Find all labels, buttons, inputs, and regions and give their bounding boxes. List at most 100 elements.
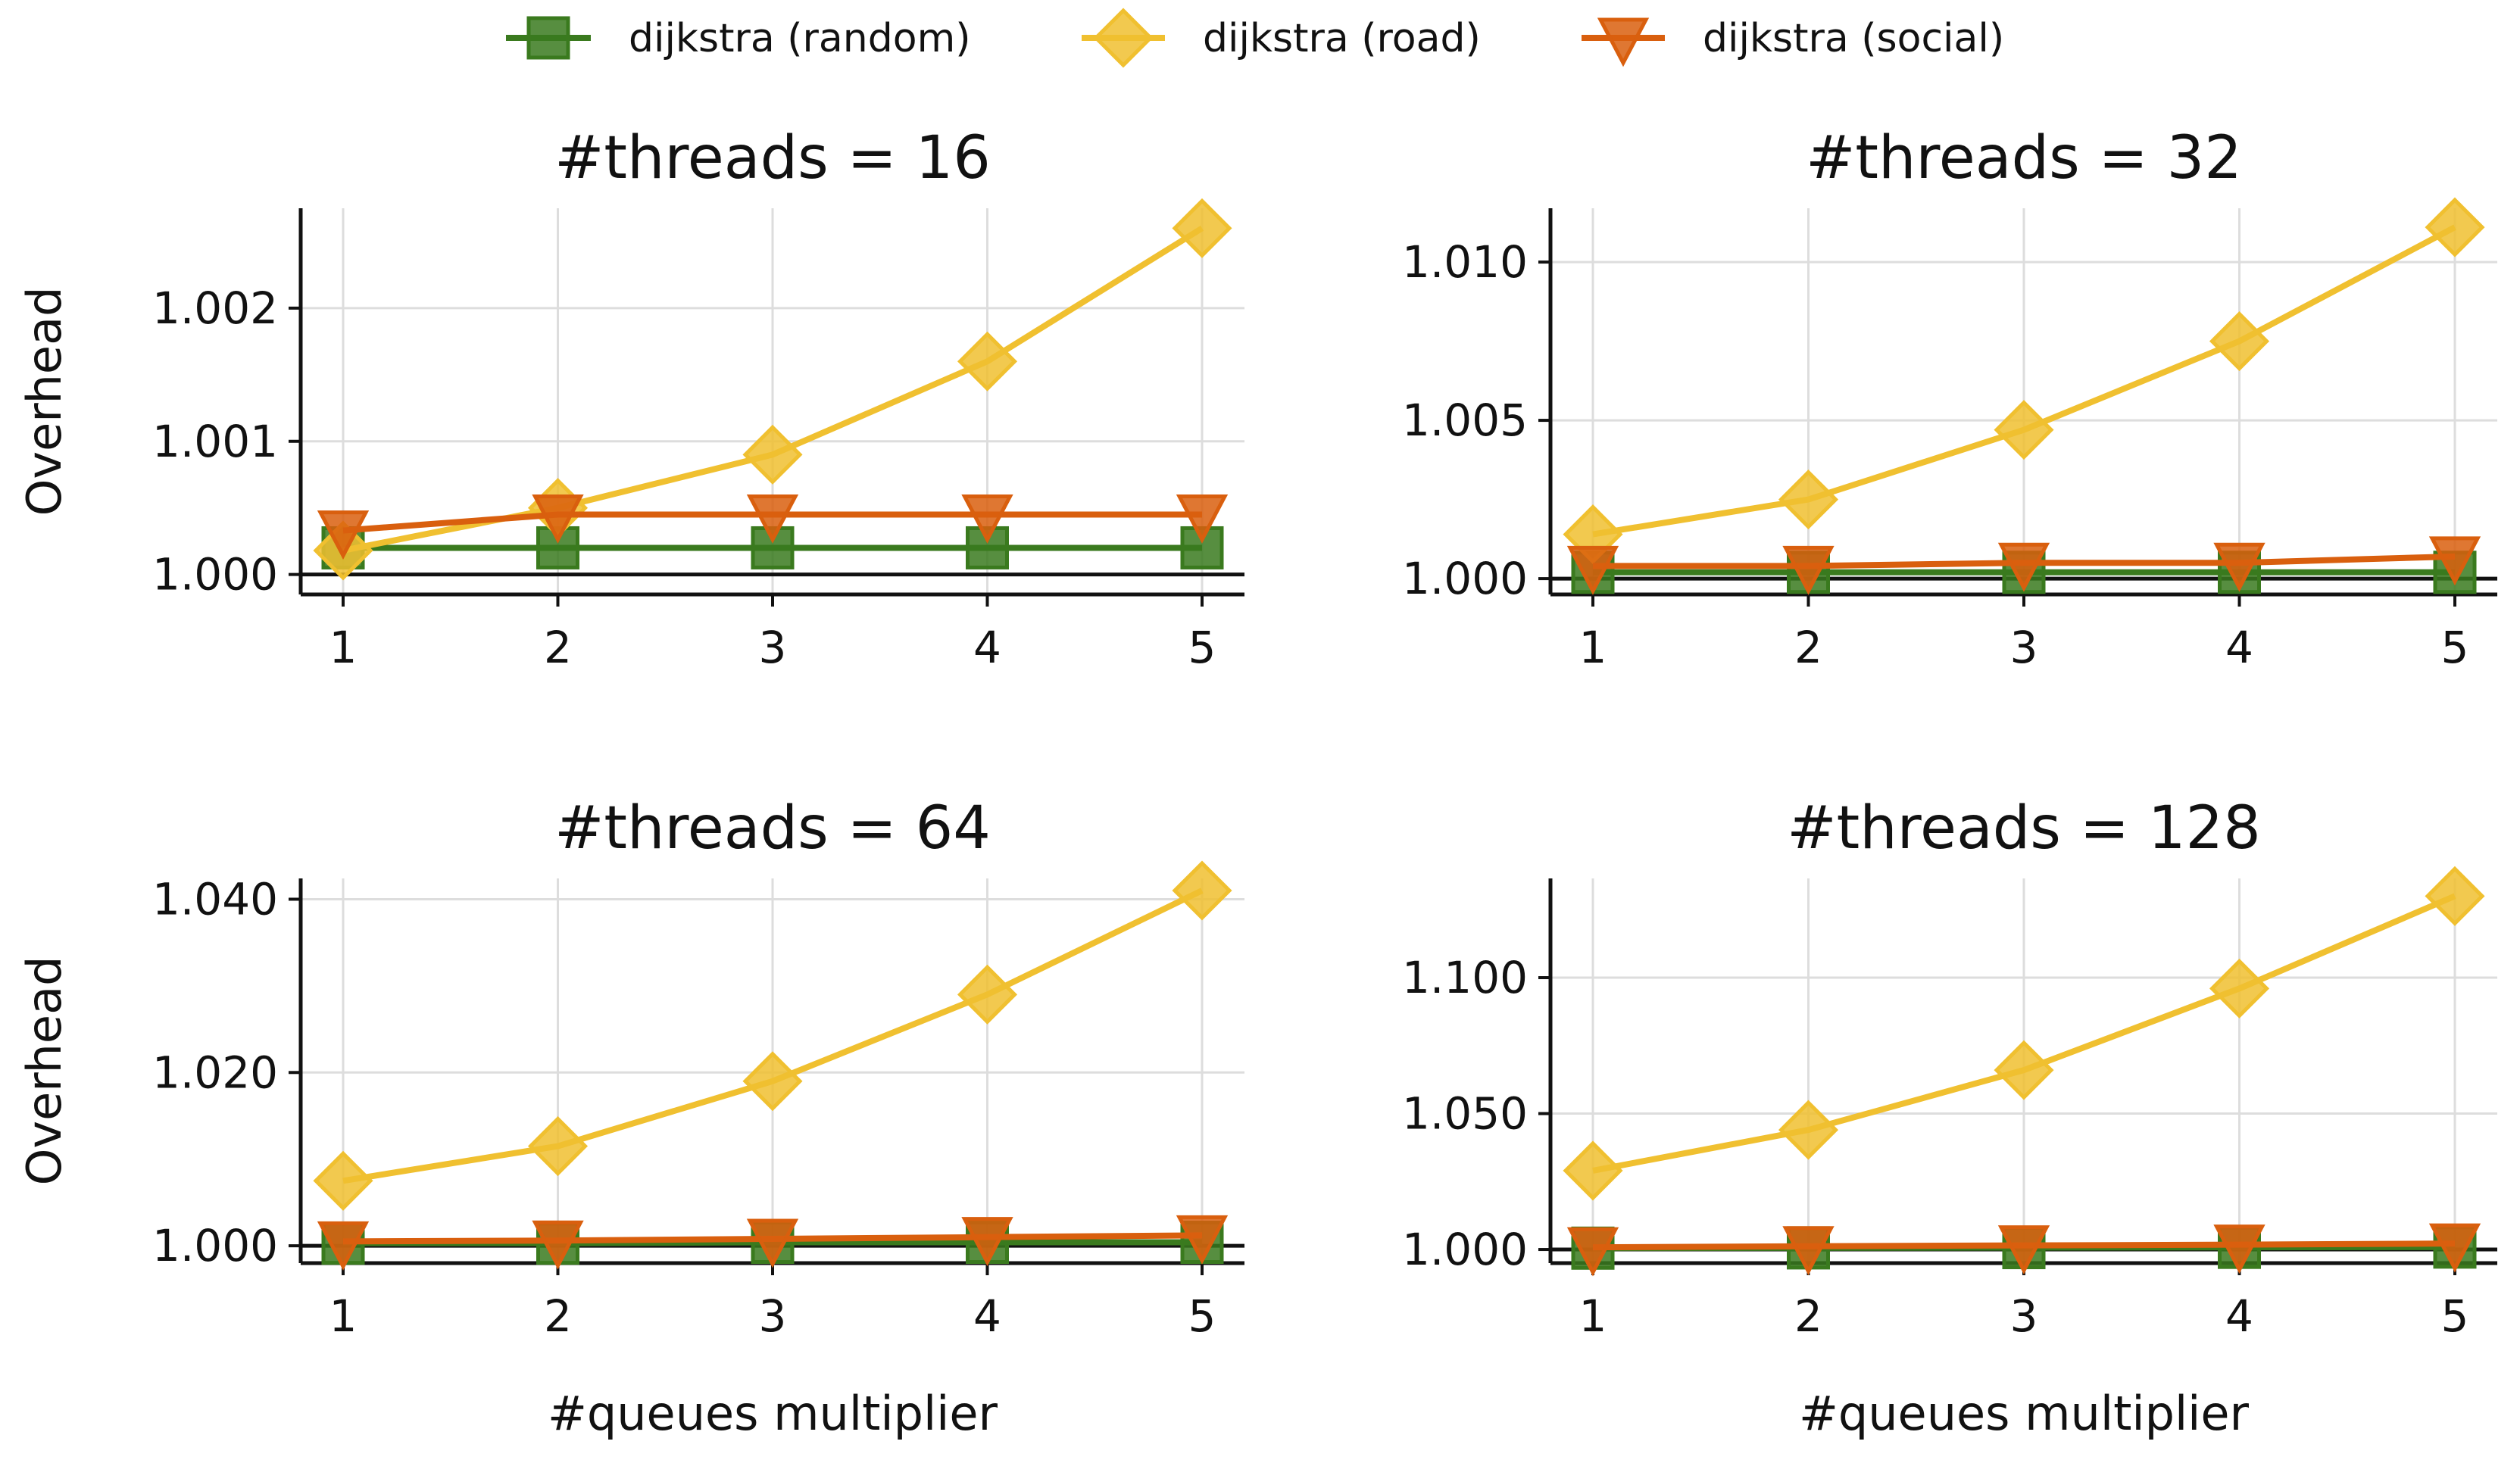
data-point-social	[1566, 1227, 1619, 1277]
series-social	[317, 494, 1229, 560]
data-point-road	[1994, 400, 2054, 460]
x-tick-label: 1	[329, 622, 358, 673]
x-tick-label: 3	[2010, 1290, 2038, 1342]
legend-marker-road	[1093, 8, 1154, 68]
data-point-road	[742, 1051, 803, 1112]
x-tick-label: 4	[2225, 622, 2253, 673]
x-tick-label: 3	[759, 622, 787, 673]
series-road	[313, 860, 1232, 1211]
legend-item-social: dijkstra (social)	[1582, 16, 2004, 67]
data-point-social	[1566, 545, 1619, 595]
data-point-social	[746, 1218, 799, 1268]
panel-title: #threads = 16	[554, 124, 991, 192]
y-axis-label: Overhead	[17, 287, 72, 516]
y-tick-label: 1.010	[1402, 236, 1528, 288]
legend-marker-social	[1597, 17, 1650, 67]
y-tick-label: 1.001	[152, 416, 278, 467]
x-tick-label: 1	[1579, 622, 1607, 673]
y-tick-label: 1.020	[152, 1047, 278, 1098]
x-tick-label: 5	[1188, 1290, 1216, 1342]
data-point-social	[2213, 1224, 2266, 1274]
series-road	[1563, 866, 2485, 1201]
y-tick-label: 1.000	[152, 1220, 278, 1271]
x-tick-label: 4	[973, 622, 1001, 673]
x-tick-label: 2	[544, 1290, 572, 1342]
data-point-road	[1778, 1100, 1839, 1160]
y-tick-label: 1.005	[1402, 395, 1528, 446]
x-axis-label: #queues multiplier	[548, 1386, 998, 1441]
panel-title: #threads = 64	[554, 794, 991, 863]
chart-panel-4: 1 2 3 4 5 1.000 1.050 1.100 #threads = 128 #queue…	[1402, 794, 2497, 1441]
series-road	[1563, 197, 2485, 565]
legend: dijkstra (random) dijkstra (road) dijkstra…	[506, 8, 2004, 68]
data-point-road	[527, 1116, 589, 1177]
chart-panels: 1 2 3 4 5 1.000 1.001 1.002 #threads = 16 Overhea…	[17, 124, 2497, 1441]
data-point-social	[532, 1220, 584, 1270]
data-point-road	[957, 964, 1018, 1025]
x-tick-label: 2	[1794, 1290, 1822, 1342]
x-tick-label: 5	[1188, 622, 1216, 673]
y-tick-label: 1.000	[1402, 553, 1528, 604]
x-tick-label: 3	[759, 1290, 787, 1342]
chart-panel-2: 1 2 3 4 5 1.000 1.005 1.010 #threads = 32	[1402, 124, 2497, 673]
data-point-social	[1176, 494, 1229, 544]
y-tick-label: 1.040	[152, 873, 278, 925]
chart-panel-1: 1 2 3 4 5 1.000 1.001 1.002 #threads = 16 Overhea…	[17, 124, 1244, 673]
panel-title: #threads = 32	[1806, 124, 2242, 192]
data-point-random	[1180, 526, 1224, 569]
data-point-social	[2213, 542, 2266, 592]
y-axis-label: Overhead	[17, 956, 72, 1186]
x-tick-label: 5	[2441, 622, 2469, 673]
data-point-social	[1782, 545, 1835, 595]
data-point-social	[961, 1217, 1013, 1267]
data-point-road	[313, 1150, 373, 1211]
panel-title: #threads = 128	[1787, 794, 2261, 863]
x-tick-label: 2	[544, 622, 572, 673]
y-tick-label: 1.000	[1402, 1224, 1528, 1275]
legend-label-random: dijkstra (random)	[629, 16, 971, 61]
series-social	[1566, 1223, 2481, 1277]
x-tick-label: 1	[329, 1290, 358, 1342]
chart-panel-3: 1 2 3 4 5 1.000 1.020 1.040 #threads = 64 Overhea…	[17, 794, 1244, 1441]
data-point-social	[1176, 1215, 1229, 1265]
data-point-social	[1997, 542, 2050, 592]
x-tick-label: 4	[973, 1290, 1001, 1342]
data-point-social	[746, 494, 799, 544]
data-point-road	[1563, 1140, 1623, 1201]
data-point-road	[742, 424, 803, 485]
x-tick-label: 5	[2441, 1290, 2469, 1342]
legend-item-random: dijkstra (random)	[506, 16, 971, 61]
data-point-road	[2425, 866, 2485, 926]
series-social	[317, 1215, 1229, 1271]
series-social	[1566, 536, 2481, 595]
y-tick-label: 1.100	[1402, 952, 1528, 1003]
legend-label-social: dijkstra (social)	[1703, 16, 2004, 61]
data-point-social	[2428, 1223, 2481, 1273]
data-point-road	[2425, 197, 2485, 257]
data-point-social	[317, 510, 370, 560]
y-tick-label: 1.000	[152, 549, 278, 601]
data-point-social	[317, 1221, 370, 1271]
legend-marker-random	[526, 16, 570, 60]
legend-label-road: dijkstra (road)	[1203, 16, 1481, 61]
data-point-road	[2209, 311, 2270, 372]
x-tick-label: 4	[2225, 1290, 2253, 1342]
data-point-social	[2428, 536, 2481, 586]
data-point-road	[1778, 470, 1839, 530]
data-point-social	[961, 494, 1013, 544]
data-point-road	[2209, 958, 2270, 1019]
x-axis-label: #queues multiplier	[1799, 1386, 2250, 1441]
data-point-road	[1994, 1040, 2054, 1100]
data-point-social	[1997, 1225, 2050, 1275]
x-tick-label: 1	[1579, 1290, 1607, 1342]
data-point-road	[1172, 198, 1232, 258]
legend-item-road: dijkstra (road)	[1082, 8, 1481, 68]
x-tick-label: 2	[1794, 622, 1822, 673]
data-point-road	[1172, 860, 1232, 921]
x-tick-label: 3	[2010, 622, 2038, 673]
data-point-social	[1782, 1226, 1835, 1276]
y-tick-label: 1.050	[1402, 1088, 1528, 1140]
data-point-road	[957, 331, 1018, 392]
data-point-social	[532, 494, 584, 544]
